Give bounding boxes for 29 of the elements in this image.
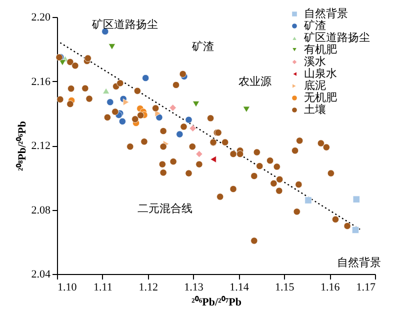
x-tick-label: 1.11 [94,282,112,294]
x-tick-label: 1.13 [184,282,204,294]
legend-label: 山泉水 [304,67,337,80]
x-tick-label: 1.12 [138,282,158,294]
legend-label: 自然背景 [304,7,348,20]
legend-label: 矿渣 [303,19,326,32]
x-tick-label: 1.17 [356,282,376,294]
legend-label: 溪水 [304,55,326,68]
x-axis-title: ²⁰⁶Pb/²⁰⁷Pb [192,296,242,308]
x-tick-label: 1.15 [275,282,295,294]
x-tick-label: 1.14 [230,282,250,294]
y-tick-label: 2.08 [31,204,51,216]
legend-label: 有机肥 [304,44,337,56]
y-axis-title: ²⁰⁸Pb/²⁰⁶Pb [15,121,28,171]
x-tick-label: 1.16 [320,282,340,294]
y-tick-label: 2.20 [31,12,51,24]
y-tick-label: 2.16 [31,76,51,88]
y-tick-label: 2.12 [31,140,50,152]
legend-label: 土壤 [304,103,326,116]
legend-label: 底泥 [304,79,326,92]
annotation: 二元混合线 [138,202,192,215]
legend-label: 矿区道路扬尘 [303,31,370,44]
legend-label: 无机肥 [304,92,337,104]
annotation: 农业源 [238,75,272,88]
annotation: 矿渣 [191,40,214,53]
x-tick-label: 1.10 [58,282,78,294]
y-tick-label: 2.04 [31,268,51,280]
annotation: 自然背景 [337,256,381,269]
annotation: 矿区道路扬尘 [91,18,158,31]
